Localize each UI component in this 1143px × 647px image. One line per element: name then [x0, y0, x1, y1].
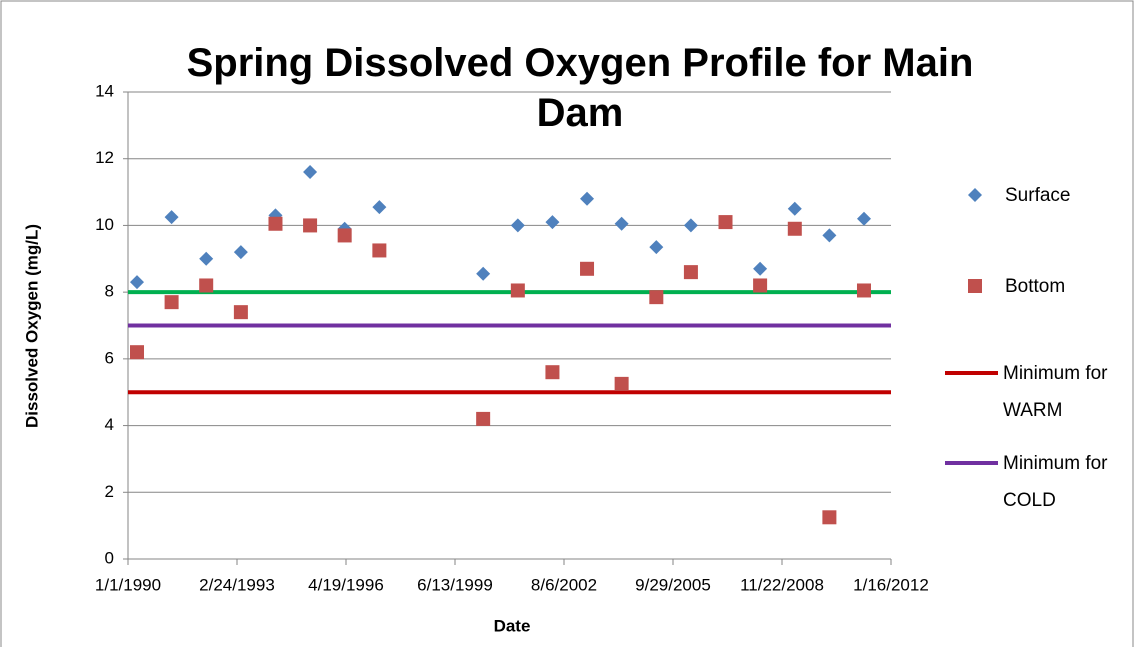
bottom-point: [164, 295, 179, 310]
x-axis-label: Date: [494, 616, 531, 635]
surface-point: [787, 201, 802, 216]
legend-label: Minimum for COLD: [1003, 453, 1108, 511]
x-tick-label: 11/22/2008: [740, 575, 824, 594]
bottom-point: [337, 228, 352, 243]
surface-point: [372, 200, 387, 215]
bottom-point: [510, 283, 525, 298]
y-tick-label: 14: [95, 81, 114, 100]
surface-point: [649, 240, 664, 255]
legend-marker: [968, 188, 982, 202]
bottom-point: [545, 365, 560, 380]
surface-point: [130, 275, 145, 290]
x-tick-label: 1/1/1990: [95, 575, 161, 594]
y-tick-label: 2: [105, 482, 114, 501]
legend-label: Minimum for WARM: [1003, 363, 1108, 421]
bottom-point: [580, 261, 595, 276]
bottom-point: [649, 290, 664, 305]
y-tick-label: 4: [105, 415, 114, 434]
surface-point: [233, 245, 248, 260]
bottom-point: [856, 283, 871, 298]
surface-point: [545, 215, 560, 230]
y-tick-label: 8: [105, 282, 114, 301]
x-tick-label: 8/6/2002: [531, 575, 597, 594]
bottom-point: [787, 221, 802, 236]
bottom-point: [683, 265, 698, 280]
x-tick-label: 6/13/1999: [417, 575, 493, 594]
y-tick-label: 10: [95, 215, 114, 234]
surface-point: [856, 211, 871, 226]
surface-point: [164, 210, 179, 225]
bottom-point: [199, 278, 214, 293]
bottom-point: [718, 215, 733, 230]
legend-label: Surface: [1005, 185, 1071, 206]
surface-point: [476, 266, 491, 281]
surface-point: [303, 165, 318, 180]
bottom-point: [233, 305, 248, 320]
bottom-point: [372, 243, 387, 258]
surface-point: [614, 216, 629, 231]
bottom-point: [753, 278, 768, 293]
x-tick-label: 4/19/1996: [308, 575, 384, 594]
surface-point: [822, 228, 837, 243]
bottom-point: [268, 216, 283, 231]
legend-label: Bottom: [1005, 276, 1066, 297]
y-tick-label: 0: [105, 548, 114, 567]
legend-marker: [968, 279, 982, 293]
surface-point: [510, 218, 525, 233]
x-tick-label: 1/16/2012: [853, 575, 929, 594]
y-axis-label: Dissolved Oxygen (mg/L): [22, 224, 41, 428]
x-tick-label: 9/29/2005: [635, 575, 711, 594]
y-tick-label: 12: [95, 148, 114, 167]
x-tick-label: 2/24/1993: [199, 575, 275, 594]
y-tick-label: 6: [105, 348, 114, 367]
bottom-point: [303, 218, 318, 233]
surface-point: [199, 251, 214, 266]
bottom-point: [822, 510, 837, 525]
bottom-point: [130, 345, 145, 360]
surface-point: [753, 261, 768, 276]
chart-title: Spring Dissolved Oxygen Profile for Main…: [186, 41, 974, 135]
bottom-point: [614, 376, 629, 391]
bottom-point: [476, 411, 491, 426]
surface-point: [580, 191, 595, 206]
surface-point: [683, 218, 698, 233]
